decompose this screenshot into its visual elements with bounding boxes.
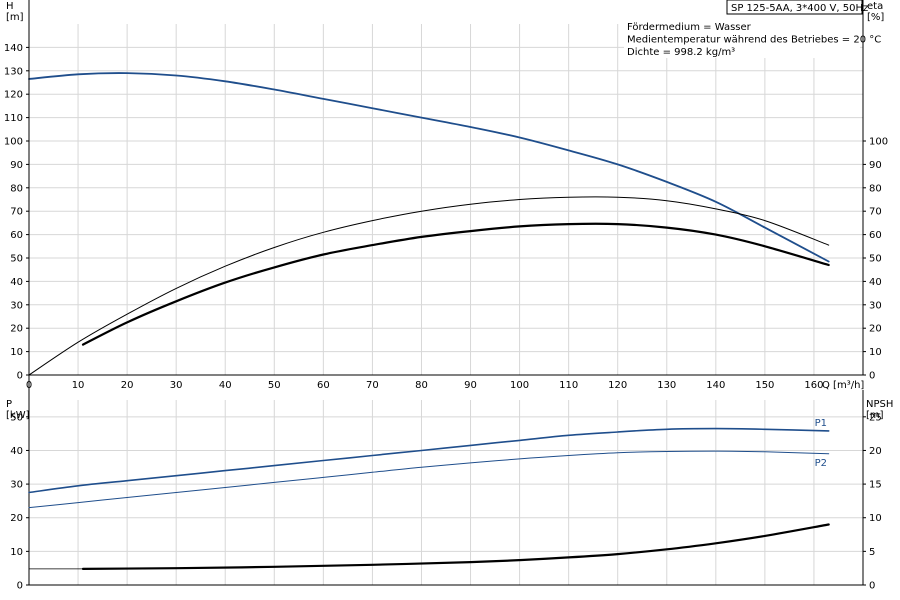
y-tick-label-right: 40 — [869, 277, 882, 288]
y-tick-label-right: 25 — [869, 412, 882, 423]
x-tick-label: 70 — [366, 380, 379, 391]
y-tick-label-left: 40 — [10, 277, 23, 288]
x-tick-label: 90 — [464, 380, 477, 391]
y-tick-label-left: 30 — [10, 480, 23, 491]
medium-info: Fördermedium = Wasser Medientemperatur wä… — [624, 18, 881, 58]
bottom-series-line-1 — [28, 450, 830, 509]
title-box — [726, 0, 863, 15]
y-tick-label-left: 70 — [10, 207, 23, 218]
y-tick-label-left: 140 — [4, 43, 23, 54]
x-tick-label: 160 — [804, 380, 823, 391]
info-line: Medientemperatur während des Betriebes =… — [627, 35, 881, 46]
x-tick-label: 50 — [268, 380, 281, 391]
y-tick-label-left: 30 — [10, 300, 23, 311]
y-tick-label-right: 10 — [869, 513, 882, 524]
y-tick-label-left: 0 — [17, 371, 23, 382]
y-tick-label-right: 20 — [869, 446, 882, 457]
y-tick-label-left: 90 — [10, 160, 23, 171]
y-axis-label-left: [m] — [6, 12, 24, 23]
x-tick-label: 80 — [415, 380, 428, 391]
top-series-line-0 — [28, 72, 830, 263]
chart-title: SP 125-5AA, 3*400 V, 50Hz — [731, 3, 868, 14]
y-tick-label-left: 80 — [10, 183, 23, 194]
top-series-line-1 — [28, 196, 830, 376]
info-line: Fördermedium = Wasser — [627, 22, 752, 33]
series-label: P1 — [815, 418, 827, 429]
top-series-line-2 — [81, 222, 830, 346]
y-tick-label-right: 0 — [869, 371, 875, 382]
y-tick-label-right: 60 — [869, 230, 882, 241]
y-tick-label-right: 0 — [869, 581, 875, 592]
y-axis-label-right: [%] — [867, 12, 884, 23]
info-background — [624, 18, 860, 58]
x-tick-label: 150 — [755, 380, 774, 391]
y-tick-label-left: 20 — [10, 324, 23, 335]
x-tick-label: 140 — [706, 380, 725, 391]
y-tick-label-left: 10 — [10, 347, 23, 358]
x-tick-label: 10 — [72, 380, 85, 391]
y-tick-label-left: 100 — [4, 137, 23, 148]
y-tick-label-right: 20 — [869, 324, 882, 335]
bottom-grid — [28, 400, 863, 586]
x-tick-label: 120 — [608, 380, 627, 391]
x-tick-label: 110 — [559, 380, 578, 391]
top-grid — [28, 24, 863, 376]
y-axis-label-right: eta — [867, 1, 883, 12]
y-axis-label-left: P — [6, 399, 12, 410]
x-tick-label: 60 — [317, 380, 330, 391]
x-tick-label: 30 — [170, 380, 183, 391]
y-axis-label-left: [kW] — [6, 410, 30, 421]
y-tick-label-left: 110 — [4, 113, 23, 124]
y-tick-label-left: 50 — [10, 254, 23, 265]
y-tick-label-left: 120 — [4, 90, 23, 101]
x-tick-label: 100 — [510, 380, 529, 391]
y-tick-label-right: 70 — [869, 207, 882, 218]
y-tick-label-right: 100 — [869, 137, 888, 148]
y-tick-label-right: 80 — [869, 183, 882, 194]
y-tick-label-left: 50 — [10, 412, 23, 423]
x-axis-label: Q [m³/h] — [822, 380, 864, 391]
y-tick-label-left: 60 — [10, 230, 23, 241]
y-tick-label-left: 0 — [17, 581, 23, 592]
series-label: P2 — [815, 458, 827, 469]
y-tick-label-right: 30 — [869, 300, 882, 311]
y-axis-label-left: H — [6, 1, 14, 12]
y-tick-label-right: 90 — [869, 160, 882, 171]
y-tick-label-right: 15 — [869, 480, 882, 491]
y-tick-label-right: 5 — [869, 547, 875, 558]
x-tick-label: 40 — [219, 380, 232, 391]
y-tick-label-right: 10 — [869, 347, 882, 358]
bottom-series-line-0 — [28, 427, 830, 494]
y-axis-label-right: NPSH — [866, 399, 893, 410]
top-chart: 0 10 20 30 40 50 60 70 80 90 100 110 120 130 140 0 10 20 3… — [4, 0, 888, 391]
x-tick-label: 130 — [657, 380, 676, 391]
y-tick-label-right: 50 — [869, 254, 882, 265]
bottom-series-line-3 — [81, 523, 830, 570]
y-tick-label-left: 20 — [10, 513, 23, 524]
y-tick-label-left: 10 — [10, 547, 23, 558]
y-tick-label-left: 40 — [10, 446, 23, 457]
info-line: Dichte = 998.2 kg/m³ — [627, 47, 735, 58]
y-tick-label-left: 130 — [4, 66, 23, 77]
x-tick-label: 20 — [121, 380, 134, 391]
y-axis-label-right: [m] — [866, 410, 884, 421]
